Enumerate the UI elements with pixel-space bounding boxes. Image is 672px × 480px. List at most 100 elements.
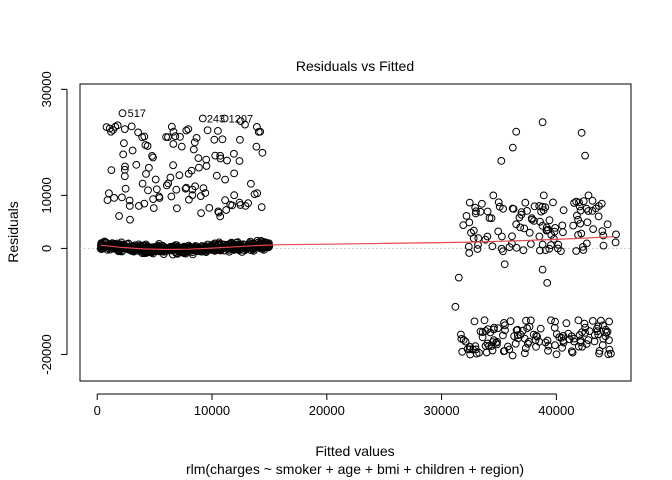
data-point	[532, 342, 540, 351]
data-point	[583, 218, 592, 227]
data-point	[541, 203, 550, 212]
data-point	[214, 126, 222, 135]
data-point	[500, 319, 508, 327]
data-point	[120, 125, 129, 134]
data-point	[199, 246, 208, 255]
data-point	[483, 232, 492, 241]
data-point	[148, 152, 157, 160]
data-point	[187, 166, 196, 175]
data-point	[579, 197, 588, 206]
data-point	[535, 232, 544, 241]
data-point	[124, 239, 133, 248]
data-point	[599, 334, 608, 343]
data-point	[520, 349, 529, 358]
data-point	[124, 242, 133, 251]
data-point	[182, 126, 191, 135]
data-point	[584, 191, 593, 200]
chart-title: Residuals vs Fitted	[296, 58, 414, 74]
smooth-line	[100, 236, 614, 251]
data-point	[457, 330, 465, 339]
data-point	[472, 207, 480, 216]
data-point	[527, 214, 536, 223]
data-point	[230, 169, 239, 178]
data-point	[551, 341, 559, 350]
data-point	[585, 327, 594, 336]
data-point	[538, 202, 547, 211]
data-point	[256, 127, 265, 136]
data-point	[595, 349, 603, 358]
data-point	[603, 220, 612, 229]
data-point	[594, 212, 603, 221]
data-point	[120, 172, 129, 181]
data-point	[599, 321, 607, 330]
data-point	[519, 246, 528, 255]
data-point	[223, 156, 231, 165]
data-point	[158, 243, 167, 252]
data-point	[577, 128, 586, 137]
data-point	[592, 204, 600, 213]
y-tick-label: 10000	[39, 177, 54, 213]
data-point	[559, 336, 568, 345]
data-point	[512, 243, 521, 252]
data-point	[532, 331, 541, 340]
y-tick-label: 30000	[39, 71, 54, 107]
data-point	[451, 302, 460, 311]
plot-frame	[79, 83, 632, 382]
data-point	[552, 350, 561, 359]
data-point	[522, 316, 530, 325]
data-point	[467, 228, 475, 237]
data-point	[530, 202, 539, 211]
data-point	[120, 165, 129, 174]
data-point	[138, 179, 147, 188]
data-point	[226, 200, 235, 209]
data-point	[108, 244, 117, 253]
data-point	[558, 221, 567, 230]
data-point	[547, 316, 555, 325]
data-point	[559, 206, 568, 215]
data-point	[152, 185, 161, 194]
data-point	[554, 240, 563, 249]
data-point	[601, 332, 610, 341]
data-point	[247, 179, 255, 188]
data-point	[517, 210, 526, 219]
data-point	[465, 249, 474, 257]
data-point	[572, 247, 581, 255]
data-point	[536, 217, 544, 226]
data-point	[518, 326, 527, 335]
data-point	[97, 239, 106, 248]
data-point	[149, 204, 158, 213]
data-point	[221, 196, 230, 205]
data-point	[482, 348, 491, 357]
data-point	[147, 244, 156, 253]
data-point	[214, 208, 223, 217]
x-tick-label: 20000	[309, 403, 345, 418]
data-point	[144, 186, 152, 195]
data-point	[575, 331, 584, 339]
data-point	[222, 206, 231, 214]
data-point	[476, 327, 485, 336]
point-label: 517	[128, 108, 146, 120]
data-point	[520, 224, 529, 233]
data-point	[501, 326, 509, 335]
data-point	[141, 141, 150, 149]
data-point	[119, 150, 128, 159]
data-point	[559, 228, 567, 237]
data-point	[581, 151, 589, 160]
data-point	[195, 163, 203, 172]
data-point	[539, 191, 548, 200]
data-point	[264, 242, 273, 251]
data-point	[478, 199, 486, 208]
data-point	[580, 319, 589, 328]
data-point	[125, 202, 134, 210]
data-point	[523, 207, 531, 215]
data-point	[543, 279, 552, 287]
data-point	[218, 135, 227, 144]
data-point	[602, 328, 611, 337]
data-point	[194, 154, 203, 163]
data-point	[538, 265, 547, 274]
data-point	[574, 215, 582, 224]
data-point	[612, 230, 620, 239]
data-point	[121, 162, 129, 171]
data-point	[508, 204, 517, 213]
data-point	[576, 338, 585, 347]
